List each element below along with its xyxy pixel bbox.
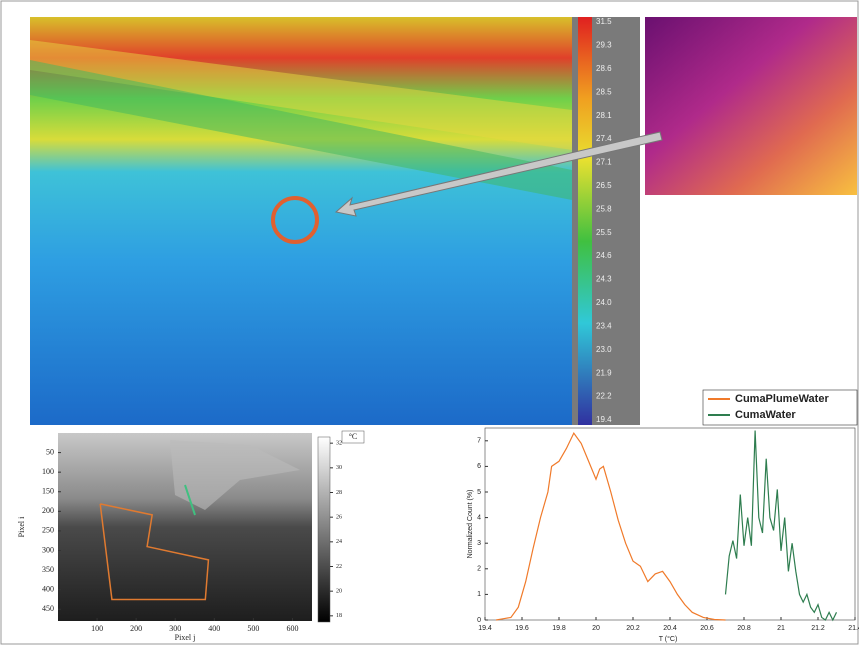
y-axis-label: Pixel i xyxy=(17,516,26,537)
y-tick-label: 350 xyxy=(42,565,54,574)
line-series xyxy=(726,431,837,620)
legend-label: CumaPlumeWater xyxy=(735,393,829,405)
y-tick-label: 200 xyxy=(42,506,54,515)
x-tick-label: 600 xyxy=(286,624,298,633)
colorbar-label: 27.1 xyxy=(596,158,612,167)
gray-colorbar xyxy=(318,437,330,622)
page: °C Pixel j Pixel i T (°C) Normalized Cou… xyxy=(0,0,859,645)
x-tick-label: 500 xyxy=(247,624,259,633)
x-tick-label: 20.4 xyxy=(663,625,677,632)
y-tick-label: 0 xyxy=(477,617,481,624)
y-tick-label: 400 xyxy=(42,584,54,593)
colorbar-label: 22.2 xyxy=(596,392,612,401)
y-tick-label: 7 xyxy=(477,438,481,445)
x-tick-label: 19.8 xyxy=(552,625,566,632)
colorbar-tick-label: 32 xyxy=(336,441,342,447)
line-series xyxy=(496,433,725,620)
colorbar-tick-label: 24 xyxy=(336,539,342,545)
colorbar-label: 24.6 xyxy=(596,251,612,260)
colorbar-unit: °C xyxy=(349,432,358,441)
colorbar-label: 25.8 xyxy=(596,204,612,213)
colorbar-label: 24.3 xyxy=(596,275,612,284)
figure: °C Pixel j Pixel i T (°C) Normalized Cou… xyxy=(0,0,859,645)
colorbar-tick-label: 18 xyxy=(336,613,342,619)
x-tick-label: 21 xyxy=(777,625,785,632)
x-tick-label: 19.4 xyxy=(478,625,492,632)
y-axis-label: Normalized Count (%) xyxy=(467,490,474,559)
y-tick-label: 4 xyxy=(477,514,481,521)
y-tick-label: 1 xyxy=(477,591,481,598)
colorbar-label: 29.3 xyxy=(596,41,612,50)
x-tick-label: 21.4 xyxy=(848,625,859,632)
x-tick-label: 20.6 xyxy=(700,625,714,632)
y-tick-label: 300 xyxy=(42,545,54,554)
legend-label: CumaWater xyxy=(735,409,796,421)
y-tick-label: 50 xyxy=(46,447,54,456)
colorbar-label: 25.5 xyxy=(596,228,612,237)
colorbar-label: 23.0 xyxy=(596,345,612,354)
colorbar-label: 28.5 xyxy=(596,87,612,96)
colorbar-label: 27.4 xyxy=(596,134,612,143)
colorbar-label: 28.6 xyxy=(596,64,612,73)
colorbar-tick-label: 20 xyxy=(336,589,342,595)
colorbar-tick-label: 30 xyxy=(336,465,342,471)
x-tick-label: 400 xyxy=(208,624,220,633)
colorbar-label: 31.5 xyxy=(596,17,612,26)
x-tick-label: 200 xyxy=(130,624,142,633)
y-tick-label: 250 xyxy=(42,526,54,535)
x-tick-label: 20 xyxy=(592,625,600,632)
x-axis-label: Pixel j xyxy=(175,633,196,642)
colorbar-tick-label: 26 xyxy=(336,515,342,521)
x-tick-label: 20.8 xyxy=(737,625,751,632)
y-tick-label: 6 xyxy=(477,463,481,470)
x-tick-label: 19.6 xyxy=(515,625,529,632)
colorbar-label: 23.4 xyxy=(596,321,612,330)
colorbar-label: 26.5 xyxy=(596,181,612,190)
y-tick-label: 100 xyxy=(42,467,54,476)
colorbar-label: 24.0 xyxy=(596,298,612,307)
x-tick-label: 21.2 xyxy=(811,625,825,632)
x-tick-label: 20.2 xyxy=(626,625,640,632)
y-tick-label: 2 xyxy=(477,566,481,573)
x-tick-label: 300 xyxy=(169,624,181,633)
colorbar-tick-label: 28 xyxy=(336,490,342,496)
x-tick-label: 100 xyxy=(91,624,103,633)
y-tick-label: 150 xyxy=(42,487,54,496)
x-axis-label: T (°C) xyxy=(659,635,678,643)
colorbar-tick-label: 22 xyxy=(336,564,342,570)
y-tick-label: 5 xyxy=(477,489,481,496)
colorbar-label: 21.9 xyxy=(596,368,612,377)
colorbar-label: 28.1 xyxy=(596,111,612,120)
y-tick-label: 450 xyxy=(42,604,54,613)
y-tick-label: 3 xyxy=(477,540,481,547)
colorbar xyxy=(578,17,592,425)
inset-photo xyxy=(645,17,857,195)
colorbar-label: 19.4 xyxy=(596,415,612,424)
